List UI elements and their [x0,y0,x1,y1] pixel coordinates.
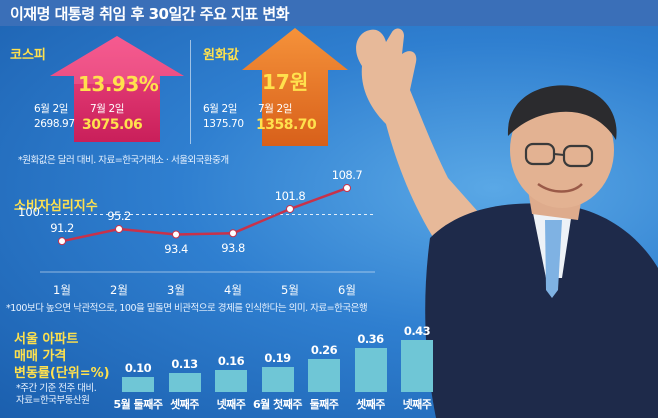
won-value-before: 1375.70 [203,118,244,130]
apt-note-line2: 자료=한국부동산원 [16,395,90,406]
apt-title-line2: 매매 가격 [14,349,67,364]
won-label: 원화값 [203,48,239,63]
reference-line-label: 100 [18,205,40,220]
won-date-after: 7월 2일 [258,103,293,115]
president-photo [356,28,658,418]
csi-line-chart [40,184,375,273]
csi-point [343,184,351,193]
won-value-after: 1358.70 [256,117,317,133]
apt-value-label: 0.10 [124,360,152,375]
fx-note: *원화값은 달러 대비. 자료=한국거래소 · 서울외국환중개 [18,155,229,166]
csi-point [58,237,66,246]
csi-point [172,230,180,239]
csi-x-tick: 4월 [224,283,242,297]
apt-bar [261,366,294,392]
apt-category-label: 6월 첫째주 [253,398,302,411]
csi-value-label: 91.2 [50,221,74,236]
title-bar: 이재명 대통령 취임 후 30일간 주요 지표 변화 [0,0,658,26]
csi-note: *100보다 높으면 낙관적으로, 100을 밑돌면 비관적으로 경제를 인식한… [6,303,368,314]
apt-category-label: 셋째주 [170,398,199,411]
won-date-before: 6월 2일 [203,103,238,115]
apt-title-line3: 변동률(단위=%) [14,366,110,381]
csi-x-tick: 5월 [281,283,299,297]
won-up-arrow-icon [242,28,348,146]
csi-x-tick: 2월 [110,283,128,297]
kospi-value-before: 2698.97 [34,118,75,130]
kospi-value-after: 3075.06 [82,117,143,133]
csi-x-tick: 6월 [338,283,356,297]
apt-value-label: 0.43 [403,324,431,338]
apt-value-label: 0.19 [264,350,291,365]
section-divider [190,40,191,144]
apt-title: 서울 아파트 매매 가격 변동률(단위=%) [14,331,110,382]
csi-value-label: 95.2 [107,209,131,224]
apt-category-label: 둘째주 [309,398,339,411]
csi-value-label: 93.4 [164,242,188,257]
apt-bar [168,373,201,392]
csi-value-label: 93.8 [221,241,245,256]
csi-x-tick: 3월 [167,283,185,297]
apt-value-label: 0.36 [357,331,384,346]
apt-value-label: 0.26 [310,342,338,357]
kospi-label: 코스피 [10,48,46,63]
apt-bar [215,370,247,392]
csi-x-tick: 1월 [53,283,71,297]
apt-category-label: 5월 둘째주 [113,398,163,411]
csi-point [229,229,237,238]
apt-category-label: 넷째주 [402,398,432,411]
kospi-date-before: 6월 2일 [34,103,69,115]
apt-category-label: 셋째주 [356,398,385,411]
kospi-up-arrow-icon [50,36,184,142]
apt-bar [122,376,154,392]
apt-note: *주간 기준 전주 대비. 자료=한국부동산원 [16,383,97,407]
csi-point [286,204,294,213]
csi-title: 소비자심리지수 [14,199,98,214]
csi-value-label: 108.7 [331,168,363,183]
csi-series-line [61,186,348,243]
apt-bar [401,340,433,392]
page-title: 이재명 대통령 취임 후 30일간 주요 지표 변화 [10,5,290,23]
apt-title-line1: 서울 아파트 [14,332,79,347]
csi-value-label: 101.8 [274,188,306,203]
csi-point [115,225,123,234]
apt-note-line1: *주간 기준 전주 대비. [16,383,97,394]
apt-value-label: 0.13 [171,357,198,372]
apt-category-label: 넷째주 [216,398,246,411]
apt-bar [354,347,387,392]
apt-value-label: 0.16 [217,354,245,369]
apt-bar [308,358,340,392]
kospi-change: 13.93% [78,72,159,96]
kospi-date-after: 7월 2일 [90,103,125,115]
won-change: 17원 [262,70,309,94]
